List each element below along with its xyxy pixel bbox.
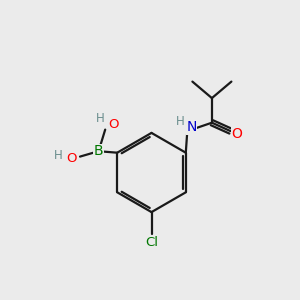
Text: Cl: Cl (145, 236, 158, 249)
Text: H: H (96, 112, 104, 125)
Text: H: H (176, 115, 185, 128)
Text: O: O (66, 152, 76, 166)
Text: O: O (108, 118, 119, 131)
Text: B: B (94, 144, 104, 158)
Text: H: H (54, 149, 63, 162)
Text: O: O (232, 127, 242, 140)
Text: N: N (186, 120, 197, 134)
